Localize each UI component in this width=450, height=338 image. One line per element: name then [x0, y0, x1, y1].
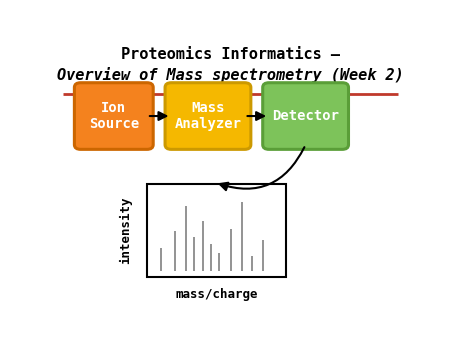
Text: Overview of Mass spectrometry (Week 2): Overview of Mass spectrometry (Week 2): [57, 67, 404, 82]
Text: mass/charge: mass/charge: [176, 288, 258, 301]
Text: intensity: intensity: [119, 197, 133, 264]
FancyArrowPatch shape: [220, 147, 304, 190]
Text: Proteomics Informatics –: Proteomics Informatics –: [121, 47, 340, 62]
Text: Mass
Analyzer: Mass Analyzer: [175, 101, 242, 131]
Bar: [147, 184, 287, 277]
FancyBboxPatch shape: [74, 83, 153, 149]
FancyBboxPatch shape: [165, 83, 251, 149]
Text: Ion
Source: Ion Source: [89, 101, 139, 131]
FancyBboxPatch shape: [263, 83, 348, 149]
Text: Detector: Detector: [272, 109, 339, 123]
